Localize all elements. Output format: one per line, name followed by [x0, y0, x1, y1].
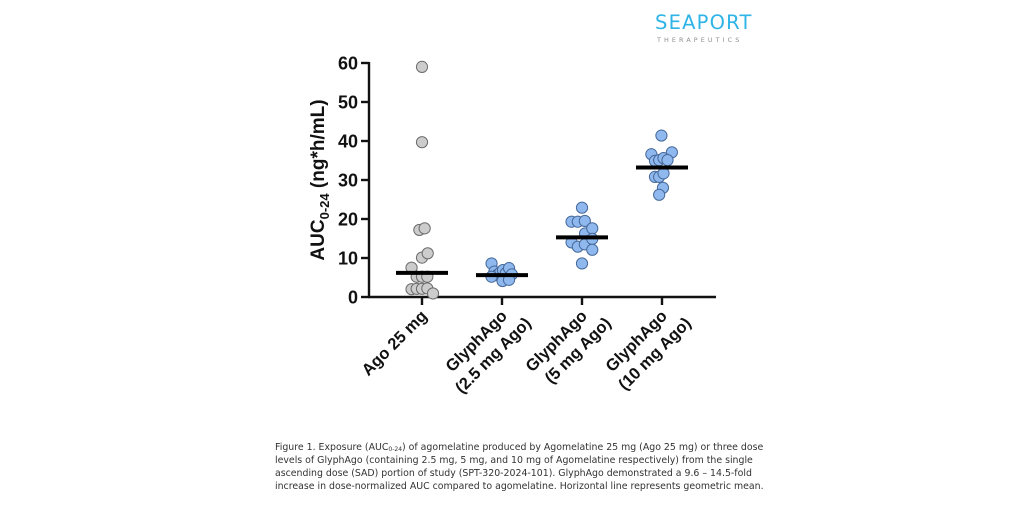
- y-tick-label: 30: [338, 171, 358, 191]
- y-ticks: 0 10 20 30 40 50 60: [338, 54, 369, 308]
- data-point: [418, 222, 431, 235]
- y-tick-label: 40: [338, 132, 358, 152]
- data-point: [655, 129, 668, 142]
- y-axis-label-subscript: 0-24: [317, 193, 332, 220]
- auc-dot-plot: 0 10 20 30 40 50 60 Ago 25 mg GlyphAgo(2.5 mg A…: [308, 54, 716, 397]
- y-tick-label: 60: [338, 54, 358, 74]
- figure-caption: Figure 1. Exposure (AUC0-24) of agomelat…: [275, 441, 775, 493]
- logo-brand-text: SEAPORT: [655, 11, 753, 34]
- x-ticks: Ago 25 mg GlyphAgo(2.5 mg Ago)GlyphAgo(5 …: [358, 297, 695, 397]
- y-axis-label-unit: (ng*h/mL): [308, 99, 329, 193]
- data-point: [575, 257, 589, 270]
- x-category-label: GlyphAgo(2.5 mg Ago): [442, 307, 535, 397]
- caption-line-1-post: ) of agomelatine produced by Agomelatine…: [402, 442, 764, 453]
- data-point: [653, 188, 666, 201]
- data-point: [661, 154, 674, 167]
- x-category-label: GlyphAgo(5 mg Ago): [522, 307, 615, 387]
- data-point: [575, 201, 589, 214]
- seaport-therapeutics-logo: SEAPORT THERAPEUTICS: [655, 12, 751, 46]
- caption-line-2: levels of GlyphAgo (containing 2.5 mg, 5…: [275, 455, 753, 466]
- data-point: [421, 247, 434, 260]
- mean-lines: [396, 165, 688, 278]
- logo-tagline-text: THERAPEUTICS: [657, 36, 743, 44]
- caption-line-1-pre: Figure 1. Exposure (AUC: [275, 442, 389, 453]
- caption-line-1: Figure 1. Exposure (AUC0-24) of agomelat…: [275, 441, 775, 454]
- caption-line-4: increase in dose-normalized AUC compared…: [275, 481, 764, 492]
- data-point: [426, 287, 440, 300]
- x-category-label: GlyphAgo(10 mg Ago): [602, 307, 695, 394]
- data-point: [586, 243, 599, 256]
- y-axis-label: AUC0-24 (ng*h/mL): [308, 99, 332, 260]
- data-points: [405, 60, 678, 300]
- y-tick-label: 0: [348, 288, 358, 308]
- x-category-label-line1: Ago 25 mg: [358, 307, 430, 379]
- data-point: [586, 222, 599, 235]
- x-category-label: Ago 25 mg: [358, 307, 430, 379]
- caption-line-3: ascending dose (SAD) portion of study (S…: [275, 468, 752, 479]
- caption-line-1-sub: 0-24: [388, 446, 403, 453]
- y-tick-label: 20: [338, 210, 358, 230]
- y-axis-label-main: AUC: [308, 219, 329, 260]
- y-tick-label: 10: [338, 249, 358, 269]
- data-point: [578, 214, 591, 228]
- data-point: [415, 136, 429, 149]
- data-point: [415, 60, 429, 74]
- y-tick-label: 50: [338, 93, 358, 113]
